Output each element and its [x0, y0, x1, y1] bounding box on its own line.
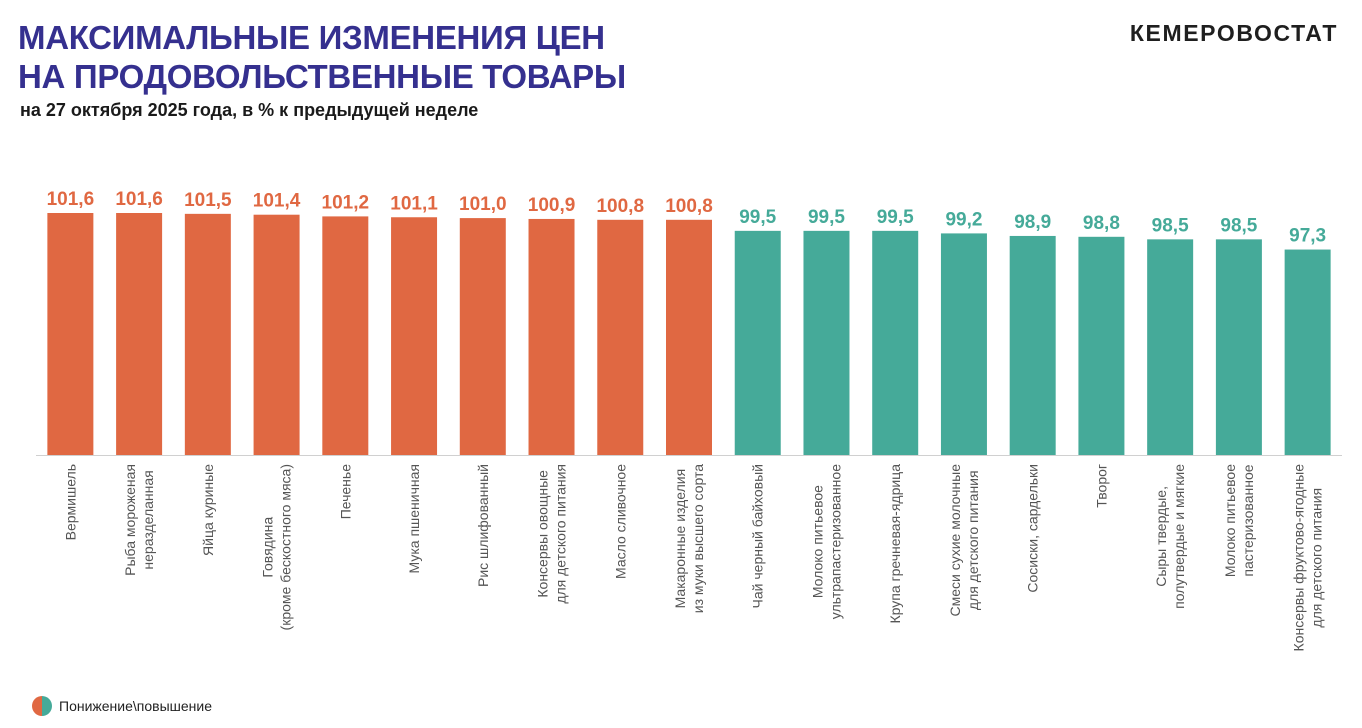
x-tick-label-10: Макаронные изделия из муки высшего сорта	[672, 464, 706, 613]
data-label-18: 98,5	[1220, 215, 1257, 236]
x-tick-label-4: Говядина (кроме бескостного мяса)	[260, 464, 294, 630]
bar-17	[1147, 239, 1194, 455]
data-label-5: 101,2	[322, 192, 370, 213]
data-label-10: 100,8	[665, 196, 713, 217]
bar-7	[459, 218, 506, 455]
data-label-3: 101,5	[184, 190, 232, 211]
data-label-19: 97,3	[1289, 226, 1326, 247]
bar-19	[1284, 249, 1331, 455]
brand-logo: КЕМЕРОВОСТАТ	[1129, 20, 1338, 46]
chart-title: МАКСИМАЛЬНЫЕ ИЗМЕНЕНИЯ ЦЕН НА ПРОДОВОЛЬС…	[18, 18, 626, 96]
x-tick-label-14: Смеси сухие молочные для детского питания	[947, 464, 981, 617]
data-label-6: 101,1	[390, 193, 438, 214]
data-label-14: 99,2	[945, 209, 982, 230]
x-tick-label-3: Яйца куриные	[200, 464, 216, 556]
data-label-15: 98,9	[1014, 212, 1051, 233]
x-tick-label-18: Молоко питьевое пастеризованное	[1222, 464, 1256, 577]
x-tick-label-9: Масло сливочное	[612, 464, 628, 579]
data-label-17: 98,5	[1152, 215, 1189, 236]
bar-4	[253, 214, 300, 455]
x-tick-label-8: Консервы овощные для детского питания	[535, 464, 569, 604]
bar-12	[803, 230, 850, 455]
x-tick-label-6: Мука пшеничная	[406, 464, 422, 573]
chart-title-line-1: МАКСИМАЛЬНЫЕ ИЗМЕНЕНИЯ ЦЕН	[18, 19, 605, 56]
data-label-12: 99,5	[808, 207, 845, 228]
data-label-13: 99,5	[877, 207, 914, 228]
bar-8	[528, 218, 575, 455]
data-label-4: 101,4	[253, 191, 301, 212]
bar-15	[1009, 235, 1056, 455]
legend-label: Понижение\повышение	[59, 698, 213, 714]
bar-10	[666, 219, 712, 455]
bar-2	[116, 213, 163, 455]
bar-14	[940, 233, 987, 455]
chart-title-line-2: НА ПРОДОВОЛЬСТВЕННЫЕ ТОВАРЫ	[18, 58, 626, 95]
x-tick-label-7: Рис шлифованный	[475, 464, 491, 587]
data-label-1: 101,6	[47, 189, 95, 210]
bar-9	[597, 219, 644, 455]
data-label-11: 99,5	[739, 207, 776, 228]
bar-11	[734, 230, 781, 455]
x-tick-label-11: Чай черный байховый	[750, 464, 766, 608]
legend: Понижение\повышение	[32, 696, 212, 716]
data-label-7: 101,0	[459, 194, 507, 215]
bar-chart: 101,6 Вермишель 101,6 Рыба мороженая неразде…	[36, 189, 1342, 652]
x-tick-label-16: Творог	[1093, 464, 1109, 508]
bar-3	[184, 213, 231, 455]
data-label-16: 98,8	[1083, 213, 1120, 234]
x-tick-label-17: Сыры твердые, полутвердые и мягкие	[1153, 464, 1187, 609]
bar-16	[1078, 236, 1125, 455]
bar-13	[872, 230, 919, 455]
bar-18	[1215, 239, 1262, 455]
x-tick-label-2: Рыба мороженая неразделанная	[122, 464, 156, 576]
x-tick-label-13: Крупа гречневая-ядрица	[887, 464, 903, 624]
x-tick-label-5: Печенье	[337, 464, 353, 519]
bar-6	[391, 217, 438, 455]
data-label-8: 100,9	[528, 195, 576, 216]
legend-two-tone-circle-icon	[32, 696, 52, 716]
data-label-9: 100,8	[596, 196, 644, 217]
bar-1	[47, 213, 94, 455]
data-label-2: 101,6	[115, 189, 163, 210]
x-tick-label-12: Молоко питьевое ультрапастеризованное	[809, 464, 843, 619]
bar-5	[322, 216, 369, 455]
x-tick-label-19: Консервы фруктово-ягодные для детского пи…	[1291, 464, 1325, 652]
chart-subtitle: на 27 октября 2025 года, в % к предыдуще…	[20, 100, 479, 120]
x-tick-label-15: Сосиски, сардельки	[1025, 464, 1041, 593]
x-tick-label-1: Вермишель	[62, 464, 78, 540]
